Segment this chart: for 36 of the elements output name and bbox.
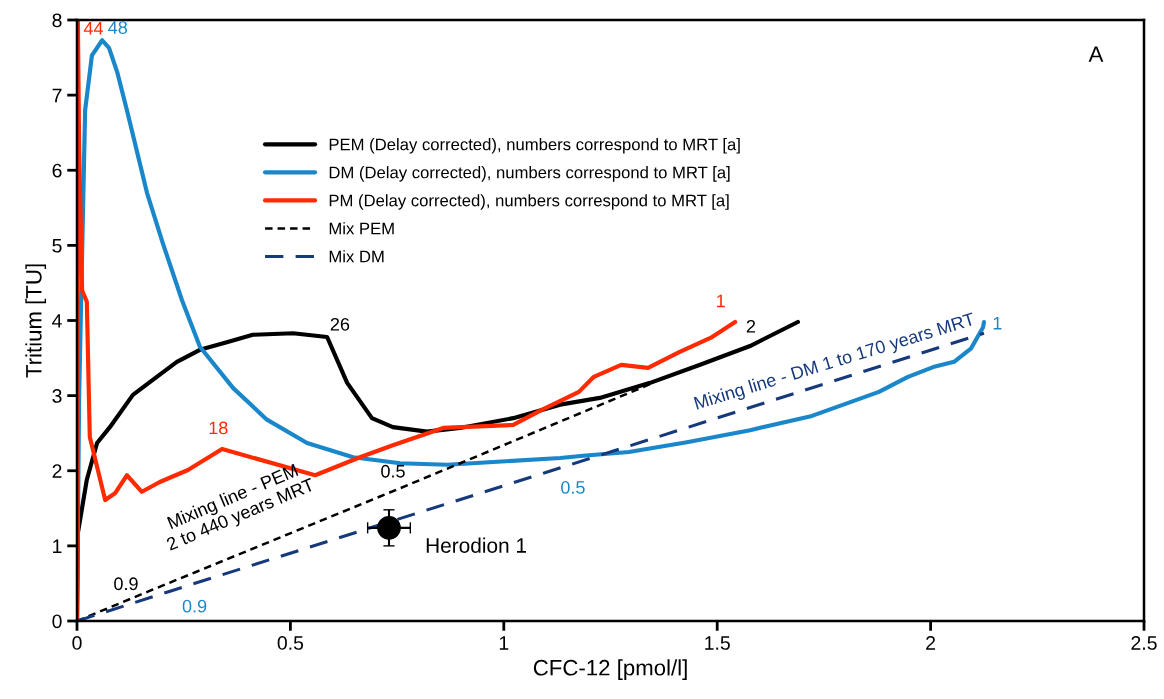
y-tick-label: 2: [52, 464, 62, 478]
legend-label: Mix DM: [329, 250, 384, 263]
x-tick-label: 0: [72, 636, 82, 650]
y-tick-label: 3: [52, 389, 62, 403]
x-tick-label: 2: [926, 636, 936, 650]
y-tick-label: 7: [52, 88, 62, 103]
annotation: 1: [717, 294, 725, 308]
x-tick-label: 1.5: [705, 636, 730, 650]
annotation: 0.9: [182, 599, 207, 613]
legend-label: PM (Delay corrected), numbers correspond to MRT [a]: [329, 194, 729, 210]
annotation: 48: [108, 21, 128, 34]
annotation: 26: [330, 317, 350, 331]
annotation: 44: [83, 22, 103, 35]
y-tick-label: 0: [52, 614, 62, 629]
legend-label: DM (Delay corrected), numbers correspond to MRT [a]: [329, 166, 730, 182]
annotation: 1: [993, 317, 1002, 330]
x-axis-title: CFC-12 [pmol/l]: [533, 659, 687, 680]
annotation: 0.5: [381, 464, 405, 478]
y-tick-label: 6: [52, 163, 62, 178]
x-tick-label: 1: [499, 636, 509, 650]
y-axis-title: Tritium [TU]: [25, 264, 47, 378]
y-tick-label: 5: [52, 239, 62, 253]
annotation: 18: [209, 421, 228, 435]
annotation: 2: [746, 319, 756, 333]
annotation: Mixing line - PEM 2 to 440 years MRT: [165, 463, 317, 555]
annotation: A: [1088, 46, 1104, 62]
annotation: 0.9: [114, 577, 138, 591]
x-tick-label: 0.5: [277, 636, 304, 650]
annotation: 0.5: [561, 481, 585, 494]
series-label: Herodion 1: [426, 537, 526, 553]
x-tick-label: 2.5: [1131, 636, 1157, 650]
legend-label: PEM (Delay corrected), numbers correspond to MRT [a]: [329, 138, 740, 154]
y-tick-label: 1: [53, 539, 62, 553]
legend-label: Mix PEM: [329, 222, 394, 235]
y-tick-label: 8: [52, 13, 62, 28]
y-tick-label: 4: [52, 314, 62, 328]
